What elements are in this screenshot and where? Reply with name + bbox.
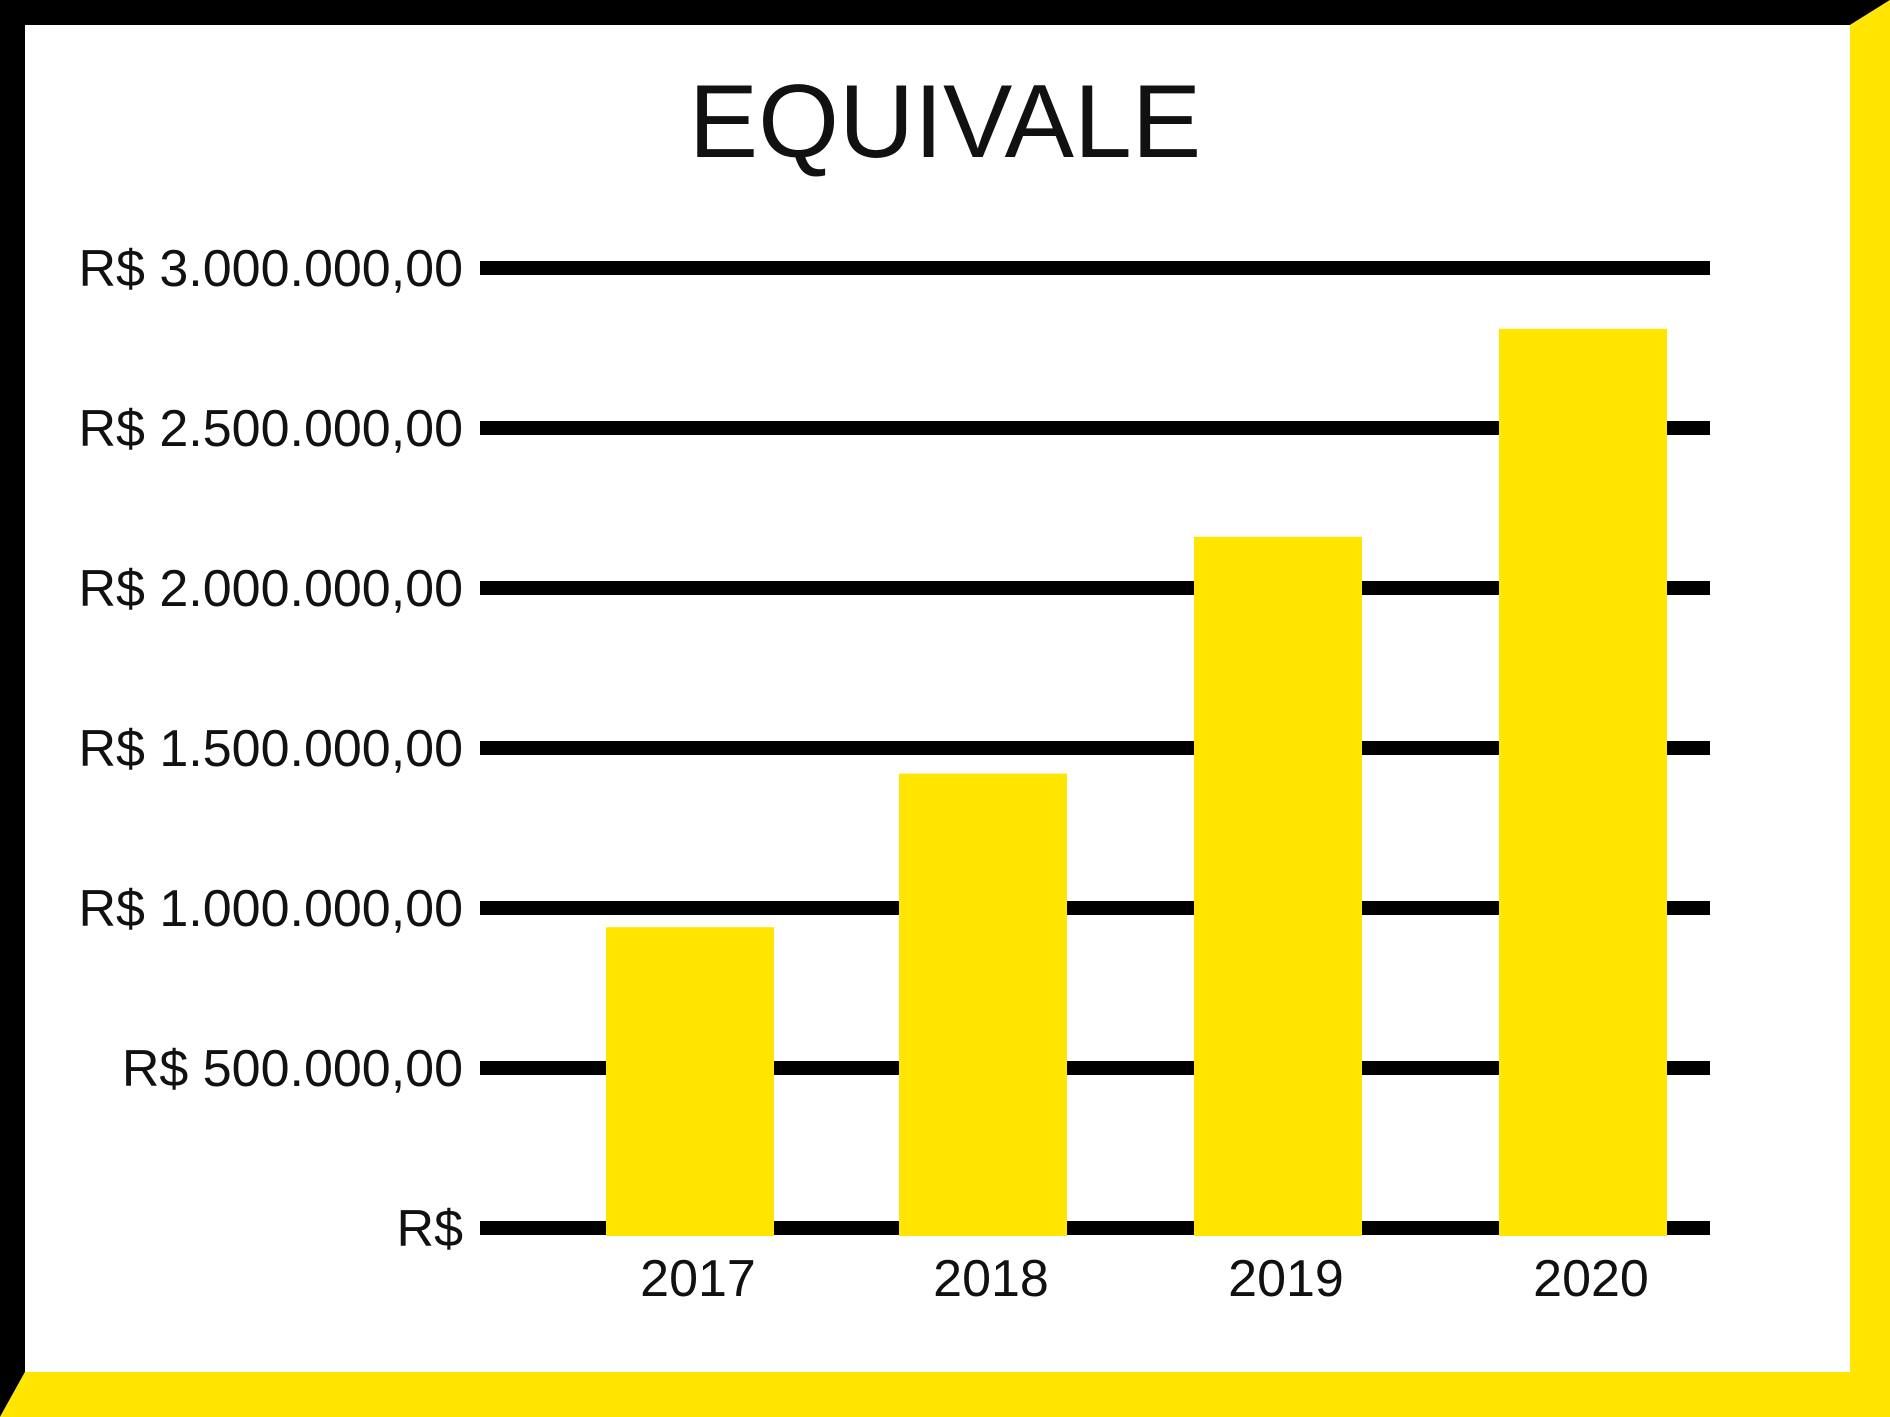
y-tick-label: R$ 1.500.000,00 xyxy=(78,720,463,778)
bar xyxy=(1194,536,1362,1236)
y-axis-tick-labels: R$ R$ 500.000,00 R$ 1.000.000,00 R$ 1.500.0… xyxy=(78,240,463,1258)
y-tick-label: R$ 1.000.000,00 xyxy=(78,880,463,938)
bar xyxy=(606,927,774,1236)
x-axis-tick-labels: 2017 2018 2019 2020 xyxy=(640,1250,1649,1308)
bars xyxy=(606,328,1667,1236)
x-tick-label: 2017 xyxy=(640,1250,756,1308)
x-tick-label: 2020 xyxy=(1533,1250,1649,1308)
chart-title: EQUIVALE xyxy=(689,64,1201,180)
bar xyxy=(1499,328,1667,1236)
y-tick-label: R$ 3.000.000,00 xyxy=(78,240,463,298)
y-tick-label: R$ 2.500.000,00 xyxy=(78,400,463,458)
y-tick-label: R$ 2.000.000,00 xyxy=(78,560,463,618)
y-tick-label: R$ xyxy=(397,1200,464,1258)
x-tick-label: 2019 xyxy=(1228,1250,1344,1308)
x-tick-label: 2018 xyxy=(933,1250,1049,1308)
y-tick-label: R$ 500.000,00 xyxy=(122,1040,463,1098)
bar xyxy=(899,773,1067,1236)
